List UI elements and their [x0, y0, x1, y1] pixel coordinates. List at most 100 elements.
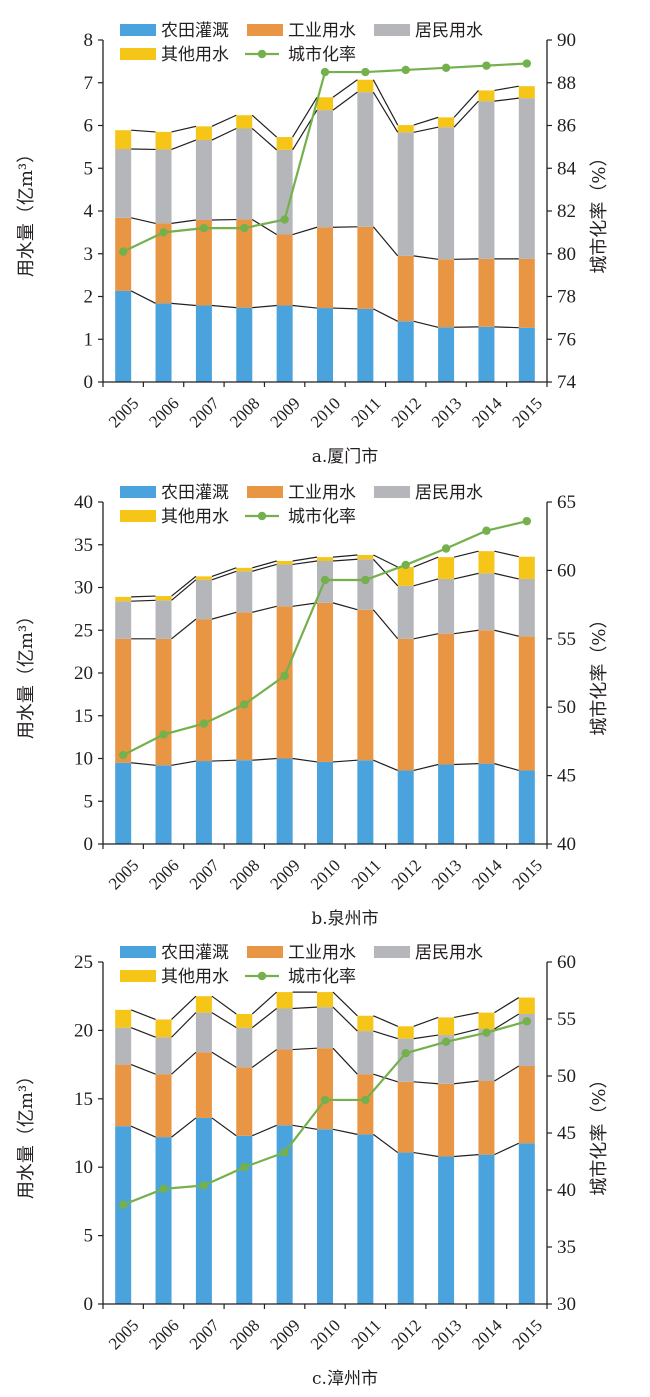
bar-农田灌溉-2007 [195, 1117, 212, 1304]
y-tick-label: 20 [74, 663, 93, 684]
bar-农田灌溉-2008 [236, 760, 253, 844]
series-connector-line [372, 79, 399, 126]
series-connector-line [211, 1051, 237, 1068]
y-tick-label: 10 [74, 749, 93, 770]
x-tick-label: 2014 [468, 855, 506, 893]
urbanization-point-2008 [240, 1163, 249, 1172]
series-connector-line [211, 114, 237, 127]
bar-居民用水-2008 [236, 1027, 253, 1068]
y-tick-label: 3 [84, 244, 94, 265]
bar-农田灌溉-2011 [357, 1134, 374, 1304]
urbanization-point-2011 [361, 67, 370, 77]
y2-tick-label: 86 [557, 116, 576, 137]
bar-居民用水-2015 [518, 98, 535, 259]
bar-工业用水-2012 [397, 1081, 414, 1153]
bar-居民用水-2011 [357, 1031, 374, 1075]
series-connector-line [453, 1028, 479, 1036]
urbanization-point-2010 [320, 575, 330, 585]
x-tick-label: 2007 [186, 1315, 224, 1353]
urbanization-point-2007 [199, 1181, 209, 1190]
urbanization-point-2006 [159, 228, 168, 237]
x-tick-label: 2011 [348, 394, 385, 431]
bar-其他用水-2005 [115, 130, 132, 150]
x-tick-label: 2013 [428, 394, 465, 431]
bar-居民用水-2009 [276, 1008, 293, 1050]
bar-工业用水-2011 [357, 1074, 374, 1135]
x-tick-label: 2006 [145, 1316, 182, 1353]
y2-tick-label: 55 [557, 1009, 576, 1030]
series-connector-line [453, 572, 479, 580]
bar-居民用水-2007 [195, 140, 212, 220]
x-tick-label: 2008 [226, 394, 263, 431]
y2-tick-label: 74 [557, 372, 577, 393]
urbanization-point-2009 [280, 671, 289, 680]
bar-工业用水-2015 [518, 1065, 535, 1144]
bar-农田灌溉-2006 [155, 765, 172, 844]
bar-工业用水-2012 [397, 255, 414, 322]
urbanization-point-2009 [280, 215, 289, 224]
bar-工业用水-2010 [317, 602, 333, 762]
series-connector-line [251, 1008, 278, 1029]
bar-其他用水-2006 [155, 1019, 172, 1038]
series-connector-line [130, 1027, 156, 1038]
bar-居民用水-2015 [518, 1013, 535, 1066]
y-tick-label: 8 [84, 30, 94, 51]
bar-农田灌溉-2011 [357, 308, 374, 382]
x-tick-label: 2012 [387, 1316, 424, 1353]
bar-农田灌溉-2010 [317, 308, 333, 382]
bar-其他用水-2015 [518, 86, 535, 99]
y2-tick-label: 60 [557, 952, 576, 973]
y2-tick-label: 60 [557, 560, 576, 581]
bar-农田灌溉-2007 [195, 761, 212, 844]
series-connector-line [292, 226, 318, 236]
bar-工业用水-2015 [518, 258, 535, 328]
series-connector-line [171, 579, 197, 601]
series-connector-line [494, 97, 519, 102]
x-tick-label: 2012 [387, 856, 424, 893]
bar-居民用水-2006 [155, 149, 172, 224]
legend-swatch-工业用水 [247, 486, 283, 498]
series-connector-line [130, 1009, 156, 1021]
urbanization-point-2008 [240, 223, 249, 233]
series-connector-line [252, 563, 277, 572]
series-connector-line [292, 602, 318, 607]
bar-其他用水-2008 [236, 1013, 253, 1028]
x-tick-label: 2012 [387, 394, 424, 431]
bar-工业用水-2005 [115, 638, 132, 763]
series-connector-line [453, 550, 479, 558]
y2-tick-label: 78 [557, 287, 576, 308]
urbanization-point-2010 [320, 1095, 330, 1105]
series-connector-line [332, 759, 358, 763]
bar-工业用水-2007 [195, 219, 212, 306]
urbanization-point-2007 [199, 719, 209, 728]
bar-工业用水-2013 [438, 259, 455, 328]
bar-其他用水-2007 [195, 126, 212, 141]
bar-其他用水-2011 [357, 1015, 374, 1032]
x-tick-label: 2009 [266, 394, 303, 431]
bar-居民用水-2005 [115, 149, 132, 218]
legend-label: 城市化率 [288, 967, 356, 987]
legend-label: 居民用水 [415, 943, 483, 963]
y2-tick-label: 80 [557, 244, 576, 265]
bar-农田灌溉-2008 [236, 1135, 253, 1304]
bar-农田灌溉-2009 [276, 758, 293, 844]
bar-农田灌溉-2010 [317, 1129, 333, 1304]
series-connector-line [332, 602, 358, 611]
series-connector-line [171, 219, 196, 224]
series-connector-line [373, 1015, 398, 1027]
bar-其他用水-2014 [478, 551, 495, 574]
bar-工业用水-2011 [357, 609, 374, 761]
series-connector-line [171, 125, 197, 133]
series-connector-line [413, 578, 439, 587]
y2-tick-label: 82 [557, 201, 576, 222]
y-tick-label: 4 [84, 201, 94, 222]
bar-工业用水-2015 [518, 636, 535, 771]
bar-农田灌溉-2012 [397, 770, 414, 844]
legend-swatch-居民用水 [374, 24, 410, 36]
legend-swatch-工业用水 [247, 946, 283, 958]
bar-农田灌溉-2008 [236, 307, 253, 382]
urbanization-point-2015 [522, 516, 532, 526]
bar-农田灌溉-2013 [438, 764, 455, 844]
urbanization-point-2013 [441, 544, 451, 553]
urbanization-point-2014 [482, 1028, 491, 1037]
